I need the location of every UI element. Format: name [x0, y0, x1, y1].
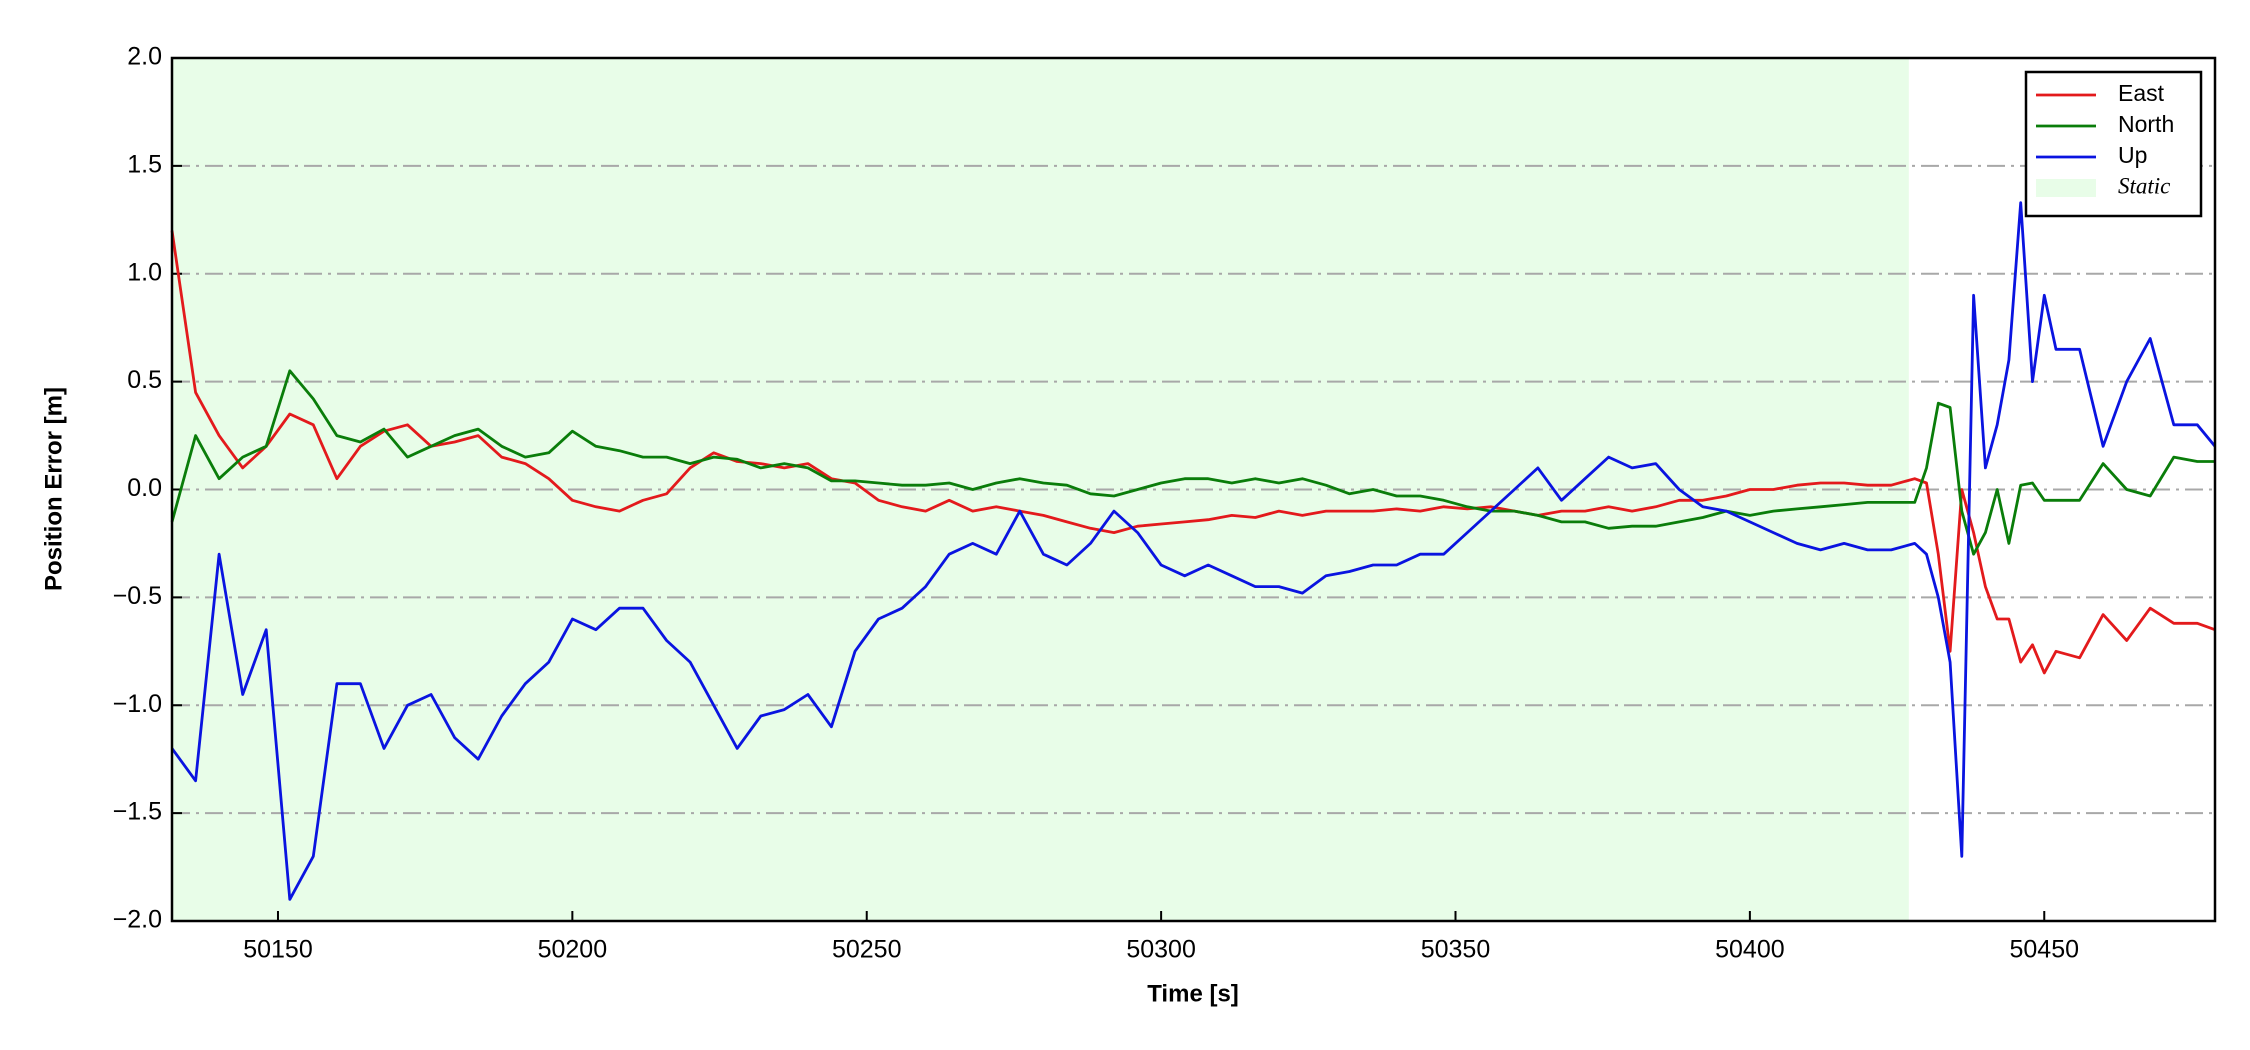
series-line	[170, 369, 2215, 556]
x-tick-label: 50300	[1126, 936, 1196, 964]
legend-label: Static	[2118, 173, 2170, 198]
legend-swatch	[2036, 179, 2096, 197]
y-tick-label: 2.0	[127, 43, 162, 71]
y-tick-label: −1.0	[113, 690, 162, 718]
x-tick-label: 50400	[1715, 936, 1785, 964]
legend-label: North	[2118, 111, 2174, 137]
y-tick-label: 1.0	[127, 258, 162, 286]
x-axis-label: Time [s]	[1147, 980, 1239, 1007]
series-line	[170, 201, 2217, 901]
x-tick-label: 50450	[2009, 936, 2079, 964]
y-tick-label: −0.5	[113, 582, 162, 610]
y-tick-label: −1.5	[113, 798, 162, 826]
x-tick-label: 50350	[1421, 936, 1491, 964]
series-line	[170, 230, 2216, 675]
y-tick-label: 0.0	[127, 474, 162, 502]
legend-label: Up	[2118, 142, 2147, 168]
plot-frame	[170, 56, 2217, 923]
y-axis-label: Position Error [m]	[40, 387, 67, 591]
y-tick-label: −2.0	[113, 906, 162, 934]
x-tick-label: 50200	[538, 936, 608, 964]
x-tick-label: 50150	[243, 936, 313, 964]
legend-label: East	[2118, 80, 2165, 106]
y-tick-label: 0.5	[127, 366, 162, 394]
y-tick-label: 1.5	[127, 150, 162, 178]
x-tick-label: 50250	[832, 936, 902, 964]
